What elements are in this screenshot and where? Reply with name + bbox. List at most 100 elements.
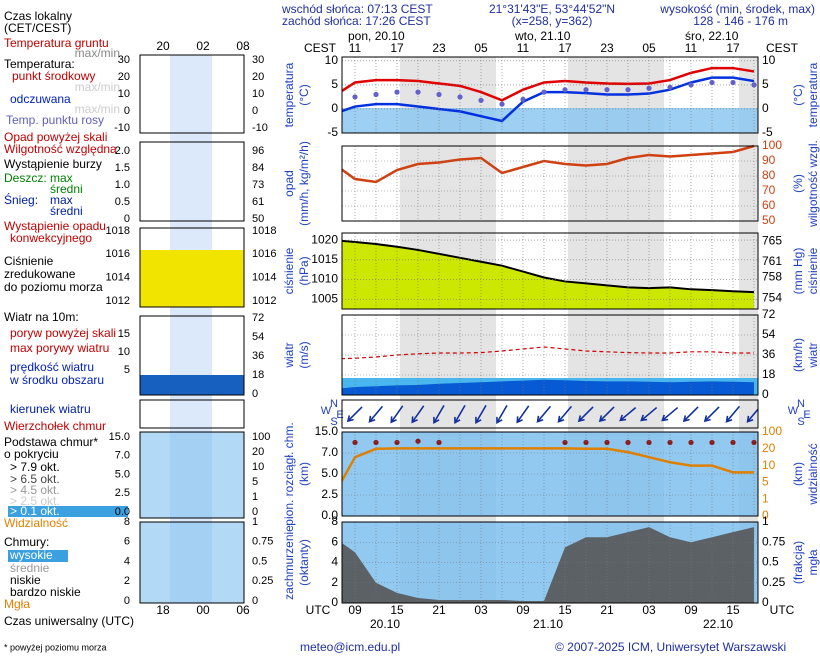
dot — [583, 439, 589, 446]
axis-title: widzialność — [806, 443, 820, 505]
hour-label: 17 — [390, 41, 404, 55]
compass-label: N — [797, 398, 805, 410]
y2-tick-label: 18 — [762, 367, 776, 381]
mini-tick-label: 10 — [118, 88, 130, 100]
legend-label: zredukowane — [4, 267, 76, 281]
texts: wschód słońca: 07:13 CEST zachód słońca:… — [4, 2, 815, 654]
day-label: 21.10 — [533, 617, 563, 631]
mini-tick-label: 2.0 — [115, 145, 130, 157]
time-label: 06 — [236, 603, 250, 617]
dot — [373, 439, 379, 446]
y2-tick-label: 0.25 — [762, 575, 786, 589]
y-tick-label: 15.0 — [315, 424, 339, 438]
y-tick-label: 1015 — [311, 252, 338, 266]
y2-tick-label: 70 — [762, 183, 776, 197]
legend-label: max/min — [75, 102, 120, 116]
area — [342, 379, 754, 395]
dot — [730, 439, 736, 446]
compass-label: S — [797, 416, 804, 428]
mini-tick-label: 10 — [118, 346, 130, 358]
dot — [394, 89, 400, 95]
wind-arrow — [577, 406, 594, 423]
mini-tick-label: 30 — [252, 54, 264, 66]
mini-tick-label: 1 — [252, 491, 258, 503]
y2-tick-label: 0.75 — [762, 534, 786, 548]
hour-label: 15 — [390, 603, 404, 617]
y2-tick-label: 60 — [762, 198, 776, 212]
wind-arrow — [433, 404, 445, 425]
panel-frame — [341, 399, 759, 429]
legend-label: kierunek wiatru — [10, 402, 91, 416]
dot — [352, 439, 358, 446]
compass-label: W — [321, 405, 332, 417]
legend-label: Temperatura gruntu — [4, 36, 109, 50]
hour-label: 23 — [600, 41, 614, 55]
panel-frame — [341, 431, 759, 517]
panel-frame — [341, 314, 759, 396]
axis-title: (m/s) — [297, 341, 311, 368]
y2-tick-label: 0 — [762, 508, 769, 522]
wind-arrow — [619, 406, 637, 422]
line — [342, 239, 755, 294]
hour-label: 15 — [558, 603, 572, 617]
axis-title: wiatr — [282, 342, 296, 368]
legend-label: Chmury: — [4, 535, 49, 549]
wind-arrow — [746, 405, 758, 423]
mini-tick-label: 20 — [252, 446, 264, 458]
y-tick-label: 5.0 — [321, 466, 338, 480]
mini-panel — [139, 431, 245, 519]
axis-title: (km/h) — [791, 338, 805, 372]
mini-tick-label: 5 — [252, 476, 258, 488]
hour-label: 23 — [432, 41, 446, 55]
line — [342, 346, 754, 360]
legend-label: średnie — [10, 561, 50, 575]
dot — [709, 439, 715, 446]
y-tick-label: 6 — [331, 534, 338, 548]
y-tick-label: 1020 — [311, 232, 338, 246]
mini-tick-label: 0 — [124, 105, 130, 117]
mini-tick-label: 0.25 — [252, 575, 273, 587]
dot — [709, 79, 715, 86]
legend-label: prędkość wiatru — [10, 360, 94, 374]
wind-arrow — [475, 404, 487, 425]
wind-arrow — [661, 406, 679, 422]
utc-title: Czas uniwersalny (UTC) — [4, 614, 134, 628]
axis-title: temperatura — [806, 62, 820, 127]
legend-label: punkt środkowy — [12, 69, 95, 83]
axis-title: ciśnienie — [282, 247, 296, 294]
legend-label: > 2.5 okt. — [10, 494, 60, 508]
axis-title: pion. rozciągł. chm. — [282, 422, 296, 525]
mini-tick-label: 54 — [252, 331, 264, 343]
compass-label: E — [336, 409, 343, 421]
email[interactable]: meteo@icm.edu.pl — [300, 640, 400, 654]
mini-tick-label: 50 — [252, 213, 264, 225]
wind-arrow — [516, 405, 530, 424]
y-tick-label: 8 — [331, 514, 338, 528]
time-label: 20 — [156, 39, 170, 53]
day-label: 22.10 — [703, 617, 733, 631]
tz-label: CEST — [304, 41, 337, 55]
tz-label: UTC — [770, 603, 795, 617]
dot — [604, 87, 610, 93]
mini-tick-label: 6 — [124, 536, 130, 548]
hour-label: 09 — [348, 603, 362, 617]
legend-label: max — [50, 193, 73, 207]
y-tick-label: -5 — [327, 125, 338, 139]
dot — [562, 87, 568, 93]
y2-tick-label: 80 — [762, 168, 776, 182]
legend-label: Wystąpienie burzy — [4, 157, 102, 171]
dot — [667, 439, 673, 446]
mini-tick-label: 1012 — [106, 295, 130, 307]
time-label: 00 — [196, 603, 210, 617]
mini-tick-label: 0 — [252, 105, 258, 117]
mini-tick-label: 0 — [252, 506, 258, 518]
mini-tick-label: 72 — [252, 312, 264, 324]
mini-tick-label: 84 — [252, 162, 264, 174]
axis-title: (mm Hg) — [791, 248, 805, 295]
hour-label: 21 — [600, 603, 614, 617]
y-tick-label: 0.0 — [321, 508, 338, 522]
mini-tick-label: 0.5 — [252, 555, 267, 567]
mini-tick-label: -10 — [252, 122, 268, 134]
legend-label: o pokryciu — [4, 447, 59, 461]
wind-arrow — [598, 406, 615, 423]
